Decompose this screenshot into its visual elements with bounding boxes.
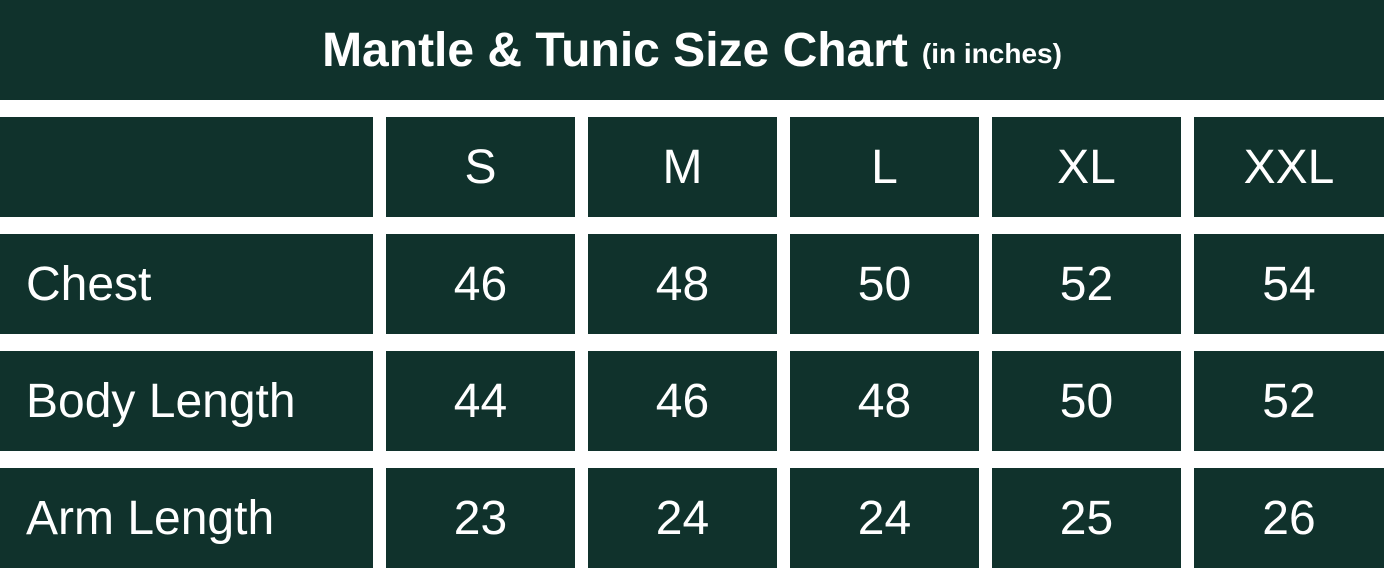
chart-subtitle: (in inches) [921,38,1062,69]
row-label: Arm Length [0,468,373,568]
column-header-s: S [386,117,575,217]
table-cell: 48 [790,351,979,451]
column-header-l: L [790,117,979,217]
header-corner-cell [0,117,373,217]
column-header-m: M [588,117,777,217]
table-cell: 48 [588,234,777,334]
row-label: Chest [0,234,373,334]
column-header-xl: XL [992,117,1181,217]
table-cell: 46 [386,234,575,334]
table-cell: 25 [992,468,1181,568]
table-cell: 50 [790,234,979,334]
chart-title: Mantle & Tunic Size Chart [322,23,908,77]
column-header-xxl: XXL [1194,117,1384,217]
size-table: S M L XL XXL Chest 46 48 50 52 54 Body Length 44 46 48… [0,117,1384,568]
table-cell: 44 [386,351,575,451]
table-cell: 26 [1194,468,1384,568]
table-cell: 24 [588,468,777,568]
table-cell: 46 [588,351,777,451]
table-cell: 52 [1194,351,1384,451]
table-cell: 54 [1194,234,1384,334]
chart-title-bar: Mantle & Tunic Size Chart (in inches) [0,0,1384,100]
table-cell: 52 [992,234,1181,334]
table-cell: 23 [386,468,575,568]
row-label: Body Length [0,351,373,451]
table-cell: 24 [790,468,979,568]
table-cell: 50 [992,351,1181,451]
